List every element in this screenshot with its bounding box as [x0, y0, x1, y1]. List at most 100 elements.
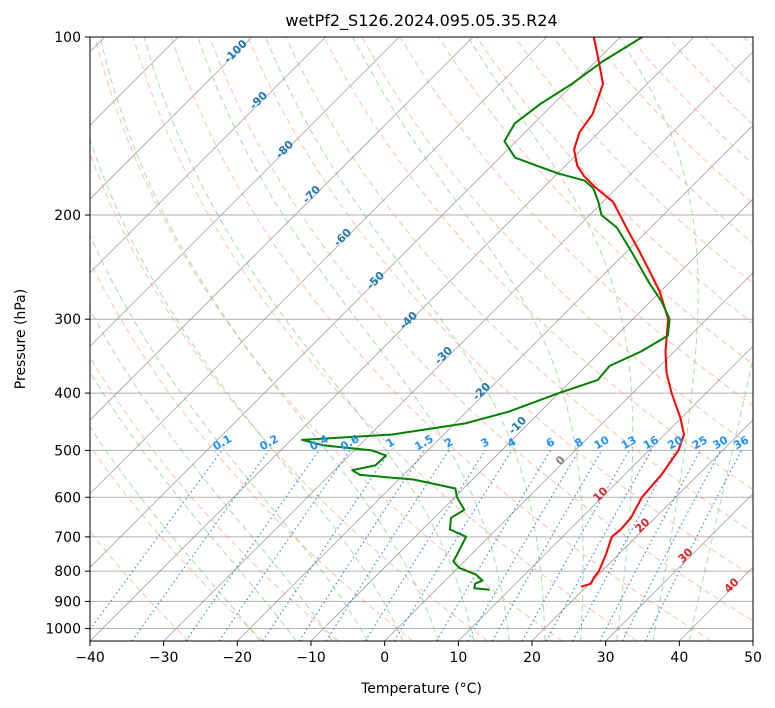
- mixing-ratio-label: 10: [592, 433, 612, 452]
- isotherm-line: [90, 37, 326, 274]
- y-tick-label: 1000: [45, 621, 81, 637]
- mixing-ratio-line: [364, 450, 486, 641]
- x-tick-label: 50: [744, 650, 762, 666]
- mixing-ratio-line: [131, 450, 270, 641]
- mixing-ratio-label: 8: [572, 435, 585, 450]
- isotherm-label: -30: [432, 344, 455, 367]
- mixing-ratio-line: [393, 450, 513, 641]
- dry-adiabat: [285, 37, 753, 534]
- isotherm-line: [163, 51, 753, 641]
- dry-adiabat: [90, 152, 488, 641]
- dry-adiabat: [247, 37, 753, 577]
- moist-adiabat: [143, 37, 475, 641]
- isotherm-label: -50: [364, 269, 387, 292]
- isotherm-label: -10: [506, 414, 529, 437]
- mixing-ratio-label: 16: [641, 433, 661, 452]
- background-lines: [90, 37, 753, 641]
- dry-adiabat: [514, 37, 753, 284]
- mixing-ratio-line: [572, 450, 677, 641]
- moist-adiabat: [90, 234, 369, 641]
- mixing-ratio-line: [298, 450, 425, 641]
- mixing-ratio-line: [90, 450, 223, 631]
- isotherm-label: -40: [397, 309, 420, 332]
- mixing-ratio-label: 1: [384, 435, 397, 450]
- isotherm-label: -90: [247, 89, 270, 112]
- x-tick-label: −20: [223, 650, 253, 666]
- moist-adiabat: [90, 426, 261, 641]
- mixing-ratio-label: 4: [505, 435, 518, 450]
- dry-adiabat: [323, 37, 753, 491]
- dewpoint-profile: [301, 37, 671, 591]
- x-axis-title: Temperature (°C): [360, 681, 482, 697]
- x-tick-label: −30: [149, 650, 179, 666]
- y-tick-label: 700: [54, 530, 81, 546]
- dry-adiabat: [90, 356, 339, 641]
- mixing-ratio-label: 6: [544, 435, 557, 450]
- dry-adiabat: [94, 37, 563, 641]
- moist-adiabat: [265, 37, 546, 641]
- moist-adiabat: [352, 37, 584, 641]
- mixing-ratio-line: [325, 450, 450, 641]
- dry-adiabat: [743, 37, 753, 48]
- isotherm-label: -100: [221, 37, 250, 66]
- isotherm-line: [90, 37, 253, 200]
- x-axis: −40 −30 −20 −10 0 10 20 30 40 50: [75, 641, 762, 666]
- isotherm-label: -80: [273, 138, 296, 161]
- mixing-ratio-label: 3: [478, 435, 491, 450]
- y-axis-title: Pressure (hPa): [13, 289, 29, 389]
- isotherm-label: -20: [470, 380, 493, 403]
- mixing-ratio-line: [545, 450, 652, 641]
- mixing-ratio-line: [521, 450, 630, 641]
- moist-adiabat: [619, 37, 699, 641]
- mixing-ratio-line: [435, 450, 552, 641]
- y-tick-label: 100: [54, 30, 81, 46]
- temperature-profile: [573, 37, 685, 588]
- isotherm-line: [752, 640, 753, 641]
- y-tick-label: 600: [54, 490, 81, 506]
- dry-adiabat: [705, 37, 753, 87]
- dry-adiabat: [476, 37, 753, 325]
- isotherm-line: [90, 37, 400, 347]
- isotherm-line: [90, 37, 695, 641]
- wetbulb-label: 40: [722, 575, 742, 595]
- plot-frame: [89, 36, 754, 642]
- y-axis: 100 200 300 400 500 600 700 800 900 1000: [45, 30, 90, 637]
- y-tick-label: 300: [54, 312, 81, 328]
- mixing-ratio-line: [185, 450, 320, 641]
- mixing-ratio-line: [466, 450, 580, 641]
- isotherm-line: [384, 272, 753, 641]
- isotherm-label: -60: [331, 226, 354, 249]
- isotherm-line: [90, 37, 474, 421]
- isotherm-line: [90, 37, 621, 568]
- mixing-ratio-line: [644, 450, 743, 641]
- moist-adiabat: [99, 37, 439, 641]
- x-tick-label: 10: [449, 650, 467, 666]
- y-tick-label: 500: [54, 443, 81, 459]
- dry-adiabat: [170, 37, 712, 641]
- wetbulb-label: 30: [676, 545, 696, 565]
- dry-adiabat: [209, 37, 753, 622]
- wetbulb-label: 20: [633, 515, 653, 535]
- profiles: [301, 37, 685, 591]
- x-tick-label: 40: [670, 650, 688, 666]
- dry-adiabat: [90, 260, 414, 641]
- chart-title: wetPf2_S126.2024.095.05.35.R24: [285, 11, 557, 31]
- mixing-ratio-label: 36: [731, 433, 751, 452]
- mixing-ratio-line: [262, 450, 391, 641]
- x-tick-label: −40: [75, 650, 105, 666]
- moist-adiabat: [90, 308, 333, 641]
- x-tick-label: −10: [296, 650, 326, 666]
- x-tick-label: 30: [597, 650, 615, 666]
- mixing-ratio-line: [218, 450, 351, 641]
- moist-adiabat: [688, 355, 753, 641]
- dry-adiabat: [132, 37, 638, 641]
- y-tick-label: 900: [54, 594, 81, 610]
- moist-adiabat: [90, 371, 297, 641]
- x-tick-label: 0: [380, 650, 389, 666]
- x-tick-label: 20: [523, 650, 541, 666]
- y-tick-label: 400: [54, 386, 81, 402]
- mixing-ratio-label: 30: [710, 433, 730, 452]
- isotherm-line: [458, 345, 753, 641]
- isotherm-line: [237, 124, 753, 641]
